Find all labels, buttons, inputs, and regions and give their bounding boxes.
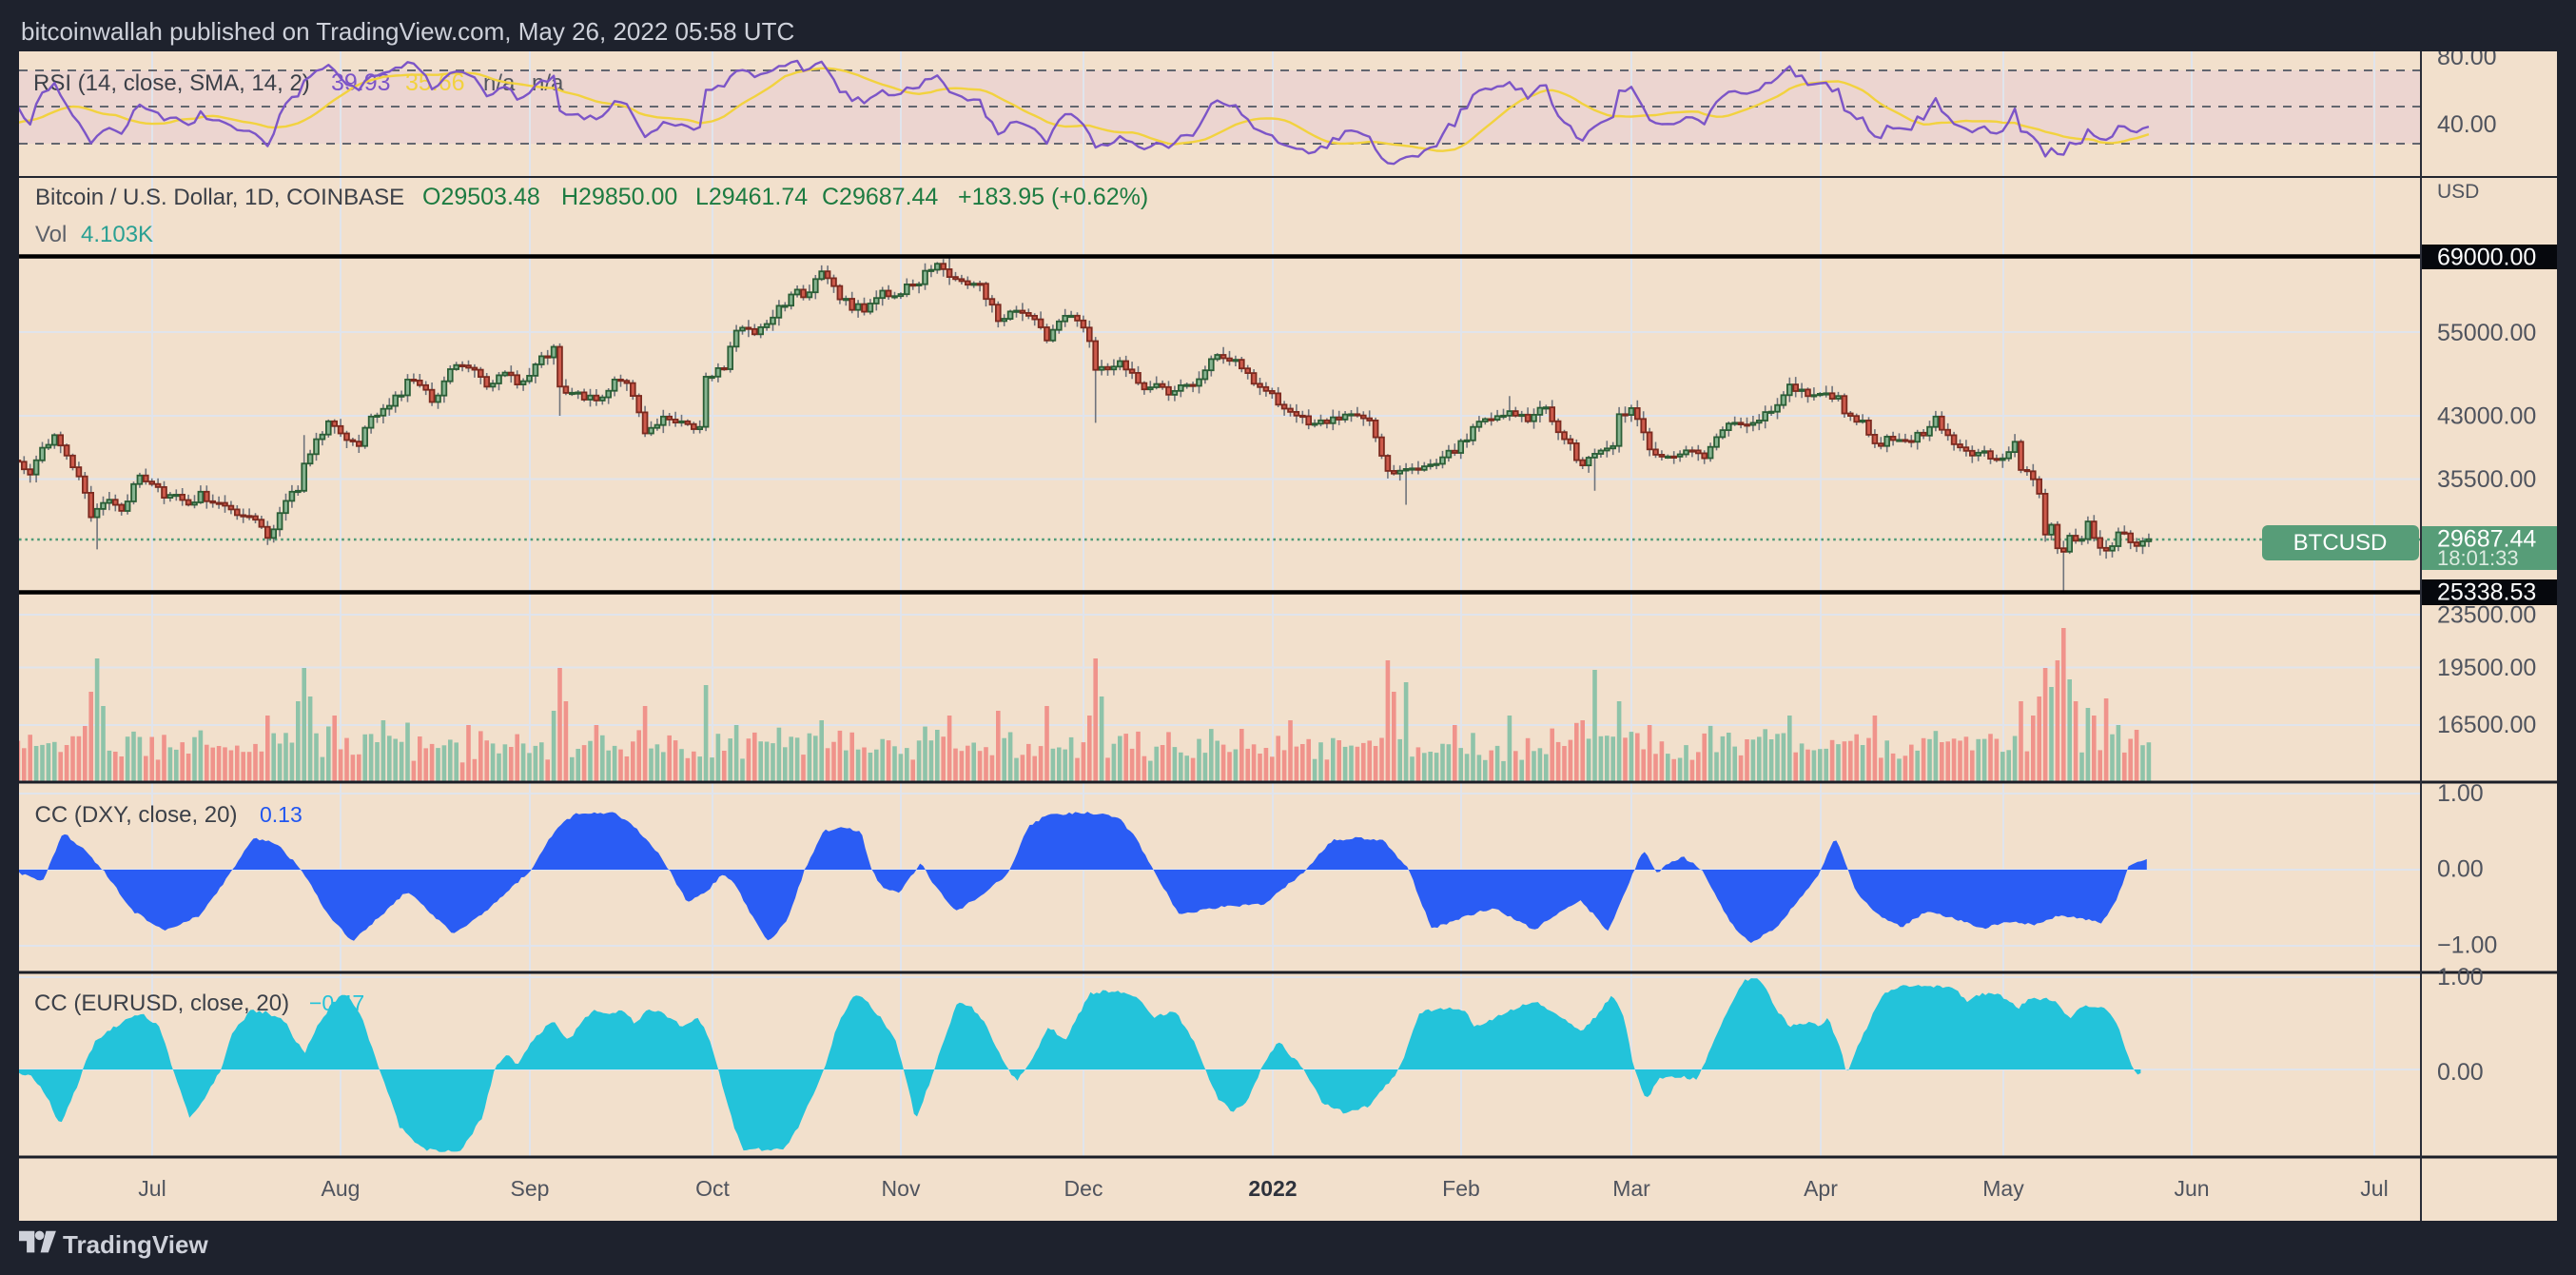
svg-text:55000.00: 55000.00: [2437, 320, 2536, 346]
svg-text:O29503.48: O29503.48: [422, 184, 540, 210]
svg-text:H29850.00: H29850.00: [561, 184, 677, 210]
svg-text:Apr: Apr: [1804, 1176, 1838, 1201]
svg-text:29687.44: 29687.44: [2437, 526, 2536, 553]
svg-text:69000.00: 69000.00: [2437, 245, 2536, 271]
svg-text:0.00: 0.00: [2437, 1059, 2484, 1086]
svg-text:0.13: 0.13: [260, 802, 302, 827]
svg-text:CC (DXY, close, 20): CC (DXY, close, 20): [35, 802, 238, 828]
svg-text:4.103K: 4.103K: [81, 222, 153, 247]
svg-text:C29687.44: C29687.44: [822, 184, 938, 210]
svg-text:BTCUSD: BTCUSD: [2293, 530, 2388, 556]
svg-text:18:01:33: 18:01:33: [2437, 546, 2519, 570]
svg-text:Oct: Oct: [695, 1176, 730, 1201]
svg-text:40.00: 40.00: [2437, 111, 2497, 138]
svg-text:43000.00: 43000.00: [2437, 403, 2536, 430]
svg-text:1.00: 1.00: [2437, 964, 2484, 991]
svg-text:Bitcoin / U.S. Dollar, 1D, COI: Bitcoin / U.S. Dollar, 1D, COINBASE: [35, 185, 404, 210]
svg-text:Dec: Dec: [1064, 1176, 1103, 1201]
svg-text:0.00: 0.00: [2437, 856, 2484, 883]
svg-text:Sep: Sep: [511, 1176, 550, 1201]
svg-text:Nov: Nov: [882, 1176, 921, 1201]
svg-text:23500.00: 23500.00: [2437, 602, 2536, 629]
svg-text:16500.00: 16500.00: [2437, 712, 2536, 738]
svg-text:Jul: Jul: [138, 1176, 166, 1201]
svg-text:25338.53: 25338.53: [2437, 579, 2536, 606]
svg-text:RSI (14, close, SMA, 14, 2): RSI (14, close, SMA, 14, 2): [33, 70, 310, 96]
svg-text:Vol: Vol: [35, 222, 67, 247]
svg-text:19500.00: 19500.00: [2437, 655, 2536, 681]
svg-text:Jun: Jun: [2174, 1176, 2209, 1201]
svg-text:May: May: [1982, 1176, 2024, 1201]
svg-text:USD: USD: [2437, 181, 2479, 203]
svg-text:−1.00: −1.00: [2437, 932, 2497, 959]
svg-text:Feb: Feb: [1442, 1176, 1480, 1201]
svg-text:80.00: 80.00: [2437, 44, 2497, 70]
svg-text:L29461.74: L29461.74: [695, 184, 808, 210]
svg-text:Aug: Aug: [322, 1176, 361, 1201]
svg-text:TradingView: TradingView: [63, 1230, 208, 1259]
svg-text:Jul: Jul: [2360, 1176, 2388, 1201]
svg-text:+183.95 (+0.62%): +183.95 (+0.62%): [958, 184, 1148, 210]
svg-text:2022: 2022: [1248, 1176, 1297, 1201]
svg-text:Mar: Mar: [1612, 1176, 1650, 1201]
svg-text:bitcoinwallah published on Tra: bitcoinwallah published on TradingView.c…: [21, 17, 794, 46]
svg-text:CC (EURUSD, close, 20): CC (EURUSD, close, 20): [34, 991, 289, 1016]
svg-text:35500.00: 35500.00: [2437, 466, 2536, 493]
svg-text:1.00: 1.00: [2437, 780, 2484, 807]
